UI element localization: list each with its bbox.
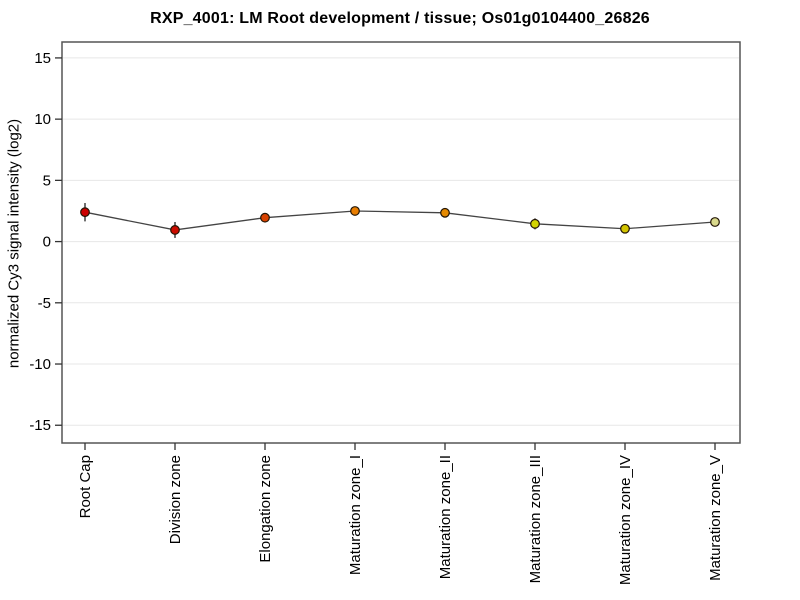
x-tick-label: Root Cap (77, 455, 94, 518)
x-tick-label: Maturation zone_V (707, 455, 724, 581)
x-tick-label: Maturation zone_I (347, 455, 364, 575)
data-point (170, 225, 180, 235)
x-tick-label: Maturation zone_IV (617, 455, 634, 585)
y-tick-label: -10 (29, 356, 51, 373)
x-tick-label: Elongation zone (257, 455, 274, 563)
y-tick-label: 5 (43, 172, 51, 189)
data-point (620, 223, 630, 234)
series-line (84, 210, 716, 231)
x-tick-label: Division zone (167, 455, 184, 544)
x-tick-label: Maturation zone_III (527, 455, 544, 583)
data-point (260, 212, 270, 223)
chart-title: RXP_4001: LM Root development / tissue; … (150, 10, 650, 27)
x-tick-label: Maturation zone_II (437, 455, 454, 579)
data-point (530, 218, 540, 229)
data-point (710, 217, 720, 227)
y-tick-label: -5 (38, 295, 51, 312)
data-point (80, 207, 90, 218)
data-point (440, 207, 450, 218)
y-tick-label: 0 (43, 234, 51, 251)
plot-frame (61, 41, 741, 444)
y-tick-label: 10 (34, 111, 51, 128)
y-tick-label: 15 (34, 50, 51, 67)
y-tick-label: -15 (29, 417, 51, 434)
data-point (350, 206, 360, 216)
